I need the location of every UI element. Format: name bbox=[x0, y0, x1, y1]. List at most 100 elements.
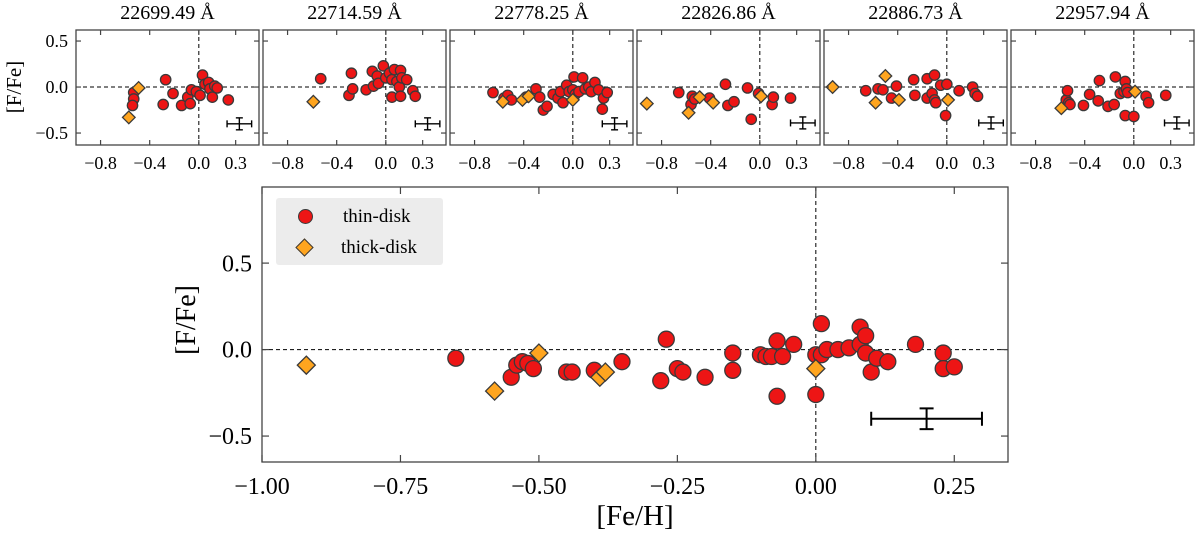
thin-disk-point bbox=[909, 89, 921, 102]
x-tick-label: −0.8 bbox=[1019, 153, 1052, 173]
thin-disk-point bbox=[524, 359, 543, 378]
y-tick-label: 0.0 bbox=[222, 338, 252, 364]
thin-disk-point bbox=[1109, 71, 1122, 83]
x-tick-label: 0.3 bbox=[785, 153, 808, 173]
thin-disk-point bbox=[576, 71, 589, 84]
thin-disk-point bbox=[728, 95, 740, 108]
thin-disk-point bbox=[890, 80, 903, 92]
thick-disk-point bbox=[878, 68, 893, 84]
x-tick-label: −0.25 bbox=[650, 474, 706, 500]
thin-disk-point bbox=[934, 344, 952, 362]
thin-disk-point bbox=[768, 387, 786, 405]
thin-disk-point bbox=[157, 98, 170, 111]
y-tick-label: 0.5 bbox=[46, 31, 69, 51]
axes-spines bbox=[636, 29, 821, 146]
thick-disk-point bbox=[805, 358, 826, 379]
legend-label-thin-disk: thin-disk bbox=[343, 205, 411, 227]
x-tick-label: 0.3 bbox=[598, 153, 621, 173]
thick-disk-point bbox=[1054, 100, 1069, 116]
x-tick-label: 0.3 bbox=[1159, 153, 1182, 173]
thin-disk-point bbox=[696, 368, 714, 386]
thick-disk-point bbox=[891, 92, 907, 108]
small-panel-6: −0.8 −0.4 0.0 0.3 bbox=[1010, 29, 1195, 173]
thick-disk-point bbox=[595, 362, 616, 382]
thin-disk-point bbox=[563, 363, 581, 381]
thin-disk-point bbox=[1127, 110, 1140, 123]
x-tick-label: 0.3 bbox=[411, 153, 434, 173]
thin-disk-point bbox=[447, 349, 465, 367]
x-tick-label: 0.0 bbox=[562, 153, 585, 173]
thin-disk-point bbox=[857, 327, 875, 345]
panel-title-6: 22957.94 Å bbox=[1055, 2, 1150, 24]
thin-disk-point bbox=[652, 372, 670, 390]
thick-disk-point bbox=[296, 355, 317, 376]
x-tick-label: −0.8 bbox=[84, 153, 117, 173]
legend-label-thick-disk: thick-disk bbox=[341, 236, 417, 258]
thin-disk-point bbox=[345, 67, 358, 80]
thin-disk-point bbox=[533, 91, 546, 104]
thin-disk-point bbox=[672, 86, 685, 99]
thin-disk-point bbox=[487, 86, 499, 99]
thin-disk-point bbox=[657, 330, 675, 348]
thin-disk-point bbox=[126, 99, 139, 112]
thick-disk-point bbox=[131, 80, 146, 96]
legend-item-thick-disk: thick-disk bbox=[295, 236, 443, 258]
x-tick-label: −0.4 bbox=[881, 153, 914, 173]
small-panels-y-axis-label: [F/Fe] bbox=[2, 60, 26, 114]
thin-disk-point bbox=[400, 73, 413, 86]
thin-disk-point bbox=[346, 83, 359, 95]
thin-disk-point bbox=[206, 91, 219, 104]
thick-disk-point bbox=[692, 89, 707, 105]
thin-disk-point bbox=[859, 84, 872, 97]
thin-disk-point bbox=[1092, 94, 1105, 107]
x-tick-label: −0.4 bbox=[133, 153, 166, 173]
thin-disk-point bbox=[953, 84, 965, 97]
thick-disk-point bbox=[521, 89, 536, 104]
thin-disk-point bbox=[1093, 74, 1106, 87]
x-tick-label: −0.8 bbox=[645, 153, 678, 173]
axes-spines bbox=[261, 186, 1009, 463]
thin-disk-point bbox=[596, 103, 609, 115]
thin-disk-point bbox=[1083, 88, 1096, 101]
thin-disk-point bbox=[1159, 89, 1172, 102]
thick-disk-point bbox=[868, 95, 883, 110]
thin-disk-point bbox=[773, 347, 792, 366]
thick-disk-point bbox=[528, 343, 549, 363]
y-tick-label: −0.5 bbox=[208, 424, 252, 450]
thin-disk-point bbox=[674, 363, 692, 381]
thick-disk-point bbox=[484, 381, 505, 402]
y-tick-label: 0.5 bbox=[222, 251, 252, 277]
thin-disk-point bbox=[879, 353, 897, 371]
thin-disk-point bbox=[784, 92, 797, 104]
thick-disk-point bbox=[1127, 84, 1143, 99]
thin-disk-point bbox=[939, 109, 952, 122]
axes-spines bbox=[75, 29, 260, 146]
x-tick-label: −0.75 bbox=[373, 474, 429, 500]
y-tick-label: 0.0 bbox=[46, 77, 69, 97]
thin-disk-point bbox=[541, 100, 553, 113]
thin-disk-point bbox=[768, 332, 786, 350]
thin-disk-point bbox=[222, 94, 235, 106]
thin-disk-point bbox=[184, 97, 197, 110]
x-tick-label: −0.50 bbox=[511, 474, 567, 500]
legend-item-thin-disk: thin-disk bbox=[298, 205, 443, 227]
panel-title-1: 22699.49 Å bbox=[120, 2, 215, 24]
thin-disk-point bbox=[194, 89, 206, 102]
thin-disk-point bbox=[1108, 98, 1121, 111]
thick-disk-point bbox=[940, 92, 956, 108]
thin-disk-point bbox=[745, 113, 758, 126]
main-panel-x-axis-label: [Fe/H] bbox=[596, 500, 674, 532]
x-tick-label: −1.00 bbox=[234, 474, 290, 500]
thin-disk-point bbox=[971, 90, 984, 103]
panel-title-4: 22826.86 Å bbox=[681, 2, 776, 24]
axes-spines bbox=[1010, 29, 1195, 146]
x-tick-label: −0.8 bbox=[458, 153, 491, 173]
thin-disk-point bbox=[1061, 84, 1074, 97]
x-tick-label: −0.4 bbox=[694, 153, 727, 173]
thick-disk-point bbox=[495, 94, 511, 109]
thin-disk-point bbox=[314, 72, 327, 85]
thin-disk-point bbox=[719, 78, 732, 91]
thin-disk-point bbox=[812, 314, 831, 333]
